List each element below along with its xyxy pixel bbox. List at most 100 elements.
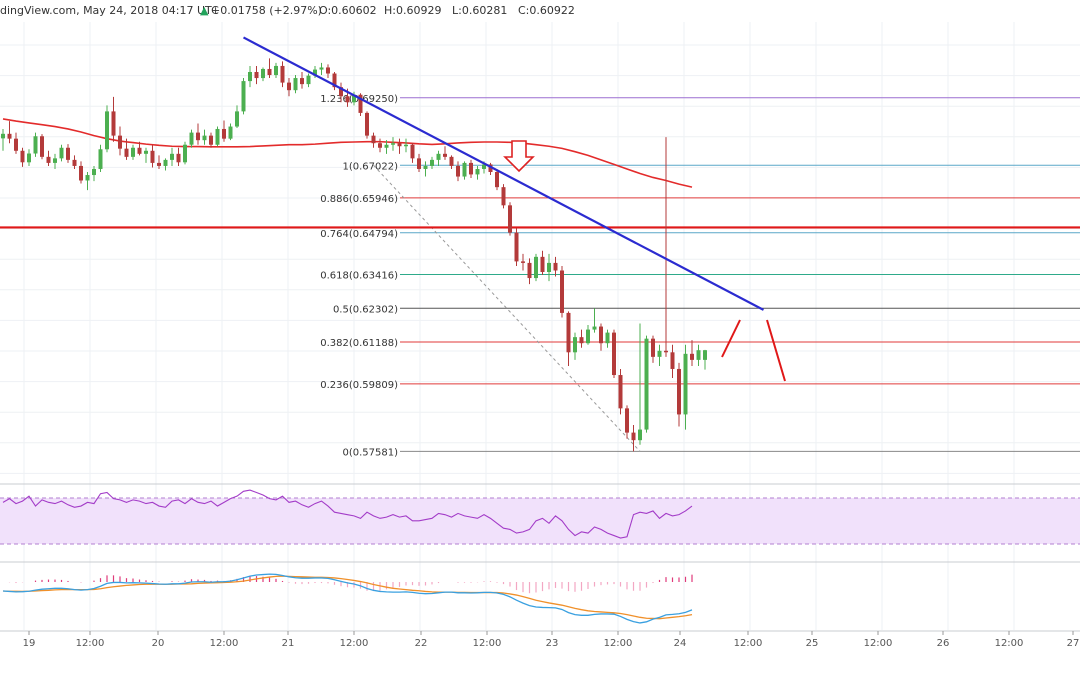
candle-body bbox=[592, 326, 597, 330]
candle-body bbox=[540, 256, 545, 272]
time-axis-tick-label: 12:00 bbox=[473, 638, 502, 649]
candle-body bbox=[547, 262, 551, 272]
candle-body bbox=[131, 147, 135, 157]
down-arrow-icon bbox=[503, 140, 535, 173]
candle-body bbox=[20, 150, 25, 163]
candle-body bbox=[430, 159, 434, 166]
candle-body bbox=[670, 352, 675, 369]
candle-body bbox=[410, 144, 415, 159]
candle-body bbox=[482, 164, 486, 169]
candle-body bbox=[222, 128, 226, 139]
candle-body bbox=[339, 87, 343, 97]
candle-body bbox=[79, 165, 83, 181]
candle-body bbox=[1, 133, 5, 139]
candle-body bbox=[495, 172, 499, 188]
candle-body bbox=[40, 136, 44, 157]
time-axis-tick-label: 22 bbox=[415, 638, 428, 649]
candle-body bbox=[137, 147, 142, 154]
candle-body bbox=[677, 368, 681, 415]
candlesticks bbox=[1, 58, 707, 452]
candle-body bbox=[514, 232, 519, 262]
candle-body bbox=[111, 111, 116, 136]
candle-body bbox=[267, 68, 272, 76]
candle-body bbox=[365, 112, 369, 136]
candle-body bbox=[46, 156, 51, 163]
candle-body bbox=[72, 159, 77, 166]
rsi-band bbox=[0, 498, 1080, 544]
time-axis-tick-label: 25 bbox=[806, 638, 819, 649]
candle-body bbox=[196, 132, 200, 141]
candle-body bbox=[443, 153, 447, 157]
candle-body bbox=[352, 94, 356, 103]
fibonacci-levels: 1.236(0.69250)1(0.67022)0.886(0.65946)0.… bbox=[0, 94, 1080, 458]
candle-body bbox=[293, 78, 298, 91]
time-axis-tick-label: 12:00 bbox=[340, 638, 369, 649]
macd-signal-line bbox=[2, 575, 693, 620]
candle-body bbox=[202, 135, 207, 141]
candle-body bbox=[157, 162, 161, 166]
candle-body bbox=[599, 326, 603, 344]
candle-body bbox=[508, 205, 512, 233]
candle-body bbox=[358, 94, 363, 113]
time-axis-tick-label: 26 bbox=[937, 638, 950, 649]
fibonacci-level-label: 0.764(0.64794) bbox=[320, 229, 398, 240]
candle-body bbox=[371, 135, 376, 144]
header-close: C:0.60922 bbox=[518, 4, 575, 17]
fibonacci-level-label: 0.886(0.65946) bbox=[320, 194, 398, 205]
candle-body bbox=[501, 187, 506, 206]
candle-body bbox=[651, 338, 655, 357]
time-axis-tick-label: 27 bbox=[1067, 638, 1080, 649]
candle-body bbox=[280, 65, 285, 83]
candle-body bbox=[248, 72, 252, 82]
candle-body bbox=[105, 111, 109, 150]
candle-body bbox=[183, 144, 187, 163]
candle-body bbox=[456, 165, 460, 177]
candle-body bbox=[124, 148, 129, 157]
fibonacci-level-label: 0.5(0.62302) bbox=[333, 304, 398, 315]
header-low: L:0.60281 bbox=[452, 4, 508, 17]
candle-body bbox=[345, 96, 350, 103]
candle-body bbox=[59, 147, 64, 159]
candle-body bbox=[306, 75, 311, 85]
time-axis-tick-label: 12:00 bbox=[864, 638, 893, 649]
candle-body bbox=[319, 67, 324, 70]
time-axis-tick-label: 12:00 bbox=[734, 638, 763, 649]
candle-body bbox=[612, 332, 616, 376]
candle-body bbox=[631, 432, 636, 441]
candle-body bbox=[605, 332, 610, 344]
candle-body bbox=[644, 338, 649, 430]
candle-body bbox=[209, 135, 213, 145]
candle-body bbox=[66, 147, 70, 160]
candle-body bbox=[391, 143, 395, 145]
candle-body bbox=[261, 68, 265, 79]
candle-body bbox=[300, 78, 304, 85]
header-high: H:0.60929 bbox=[384, 4, 442, 17]
candle-body bbox=[170, 153, 174, 160]
candle-body bbox=[118, 135, 122, 149]
candle-body bbox=[228, 126, 233, 139]
candle-body bbox=[423, 165, 428, 169]
candle-body bbox=[53, 158, 57, 163]
time-axis-tick-label: 20 bbox=[152, 638, 165, 649]
header-source: dingView.com, May 24, 2018 04:17 UTC bbox=[0, 4, 219, 17]
candle-body bbox=[98, 149, 103, 169]
projection-down-line bbox=[766, 319, 786, 382]
header-change: +0.01758 (+2.97%) bbox=[211, 4, 322, 17]
candle-body bbox=[638, 429, 642, 441]
candle-body bbox=[521, 261, 525, 263]
candle-body bbox=[436, 153, 441, 160]
candle-body bbox=[378, 143, 382, 148]
candle-body bbox=[384, 144, 389, 148]
chart-header: dingView.com, May 24, 2018 04:17 UTC ▲ +… bbox=[0, 0, 1080, 22]
bearish-trendline bbox=[242, 36, 765, 311]
time-axis-tick-label: 19 bbox=[23, 638, 36, 649]
fibonacci-anchor-line bbox=[373, 164, 641, 452]
time-axis-tick-label: 12:00 bbox=[604, 638, 633, 649]
candle-body bbox=[144, 150, 148, 154]
candle-body bbox=[586, 329, 590, 344]
candle-body bbox=[566, 312, 571, 353]
fibonacci-level-label: 0.382(0.61188) bbox=[320, 338, 398, 349]
candle-body bbox=[657, 350, 662, 357]
candle-body bbox=[534, 256, 538, 279]
